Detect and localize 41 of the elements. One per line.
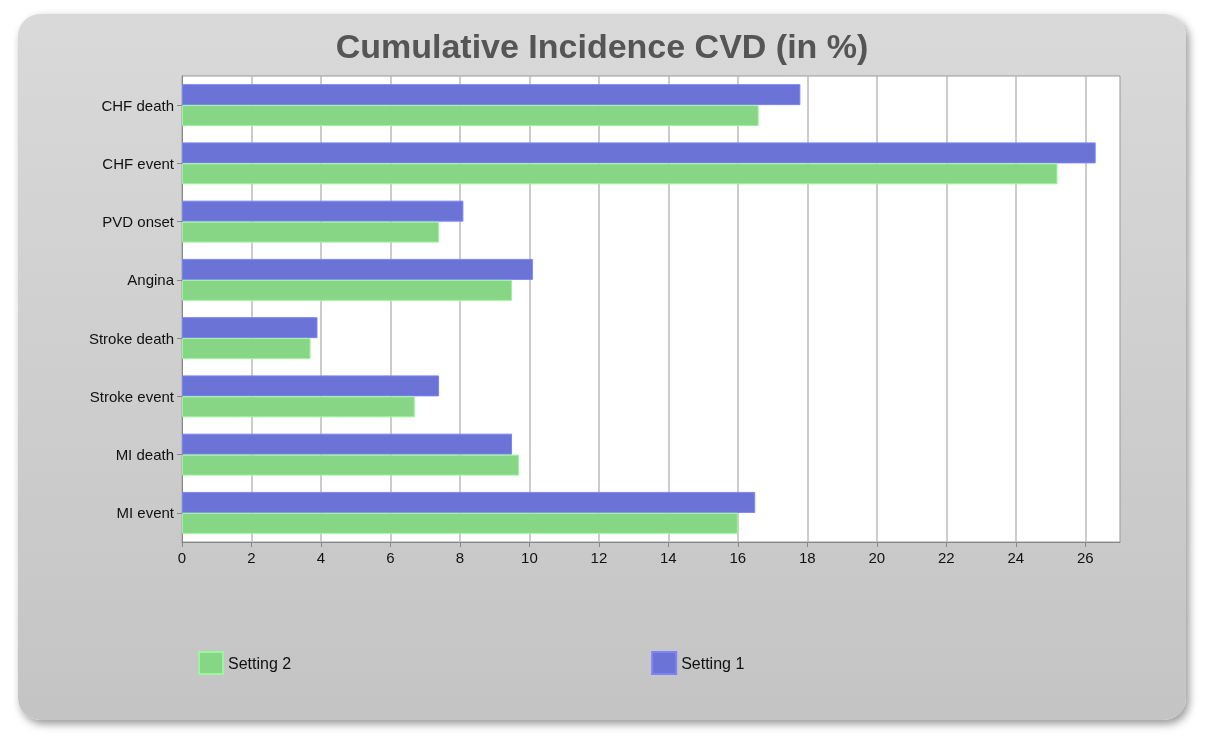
y-tick-label: MI death <box>115 446 174 464</box>
chart-title: Cumulative Incidence CVD (in %) <box>335 27 869 65</box>
x-tick-label: 8 <box>455 549 465 566</box>
y-tick-label: Stroke event <box>89 387 175 405</box>
x-tick-label: 16 <box>729 549 747 566</box>
y-tick-label: MI event <box>116 504 175 522</box>
bar <box>182 105 759 127</box>
bar <box>182 317 318 339</box>
bar <box>182 221 440 243</box>
y-tick-label: CHF event <box>102 154 175 172</box>
bar <box>182 84 801 106</box>
x-tick-label: 0 <box>177 549 187 566</box>
legend-label: Setting 2 <box>228 654 292 672</box>
bar <box>182 491 756 513</box>
bar <box>182 200 464 222</box>
bar <box>182 512 738 534</box>
x-tick-label: 18 <box>798 549 816 566</box>
bar <box>182 433 513 455</box>
x-tick-label: 14 <box>660 549 677 566</box>
x-tick-label: 4 <box>316 549 326 566</box>
x-tick-label: 6 <box>386 549 395 566</box>
y-tick-label: CHF death <box>101 96 174 114</box>
y-tick-label: PVD onset <box>102 213 175 231</box>
bar <box>182 454 519 476</box>
y-tick-label: Angina <box>127 271 175 289</box>
bar <box>182 258 533 280</box>
legend-label: Setting 1 <box>681 654 745 672</box>
bar <box>182 279 513 301</box>
bar <box>182 163 1058 185</box>
x-tick-label: 10 <box>521 549 538 566</box>
bar <box>182 396 415 418</box>
x-tick-label: 24 <box>1007 549 1025 566</box>
x-tick-label: 12 <box>590 549 608 566</box>
x-tick-label: 26 <box>1076 549 1094 566</box>
y-tick-label: Stroke death <box>88 329 174 347</box>
x-tick-label: 22 <box>937 549 955 566</box>
x-tick-label: 2 <box>247 549 256 566</box>
x-tick-label: 20 <box>868 549 886 566</box>
bar <box>182 375 440 397</box>
bar <box>182 142 1096 164</box>
bar <box>182 338 311 360</box>
